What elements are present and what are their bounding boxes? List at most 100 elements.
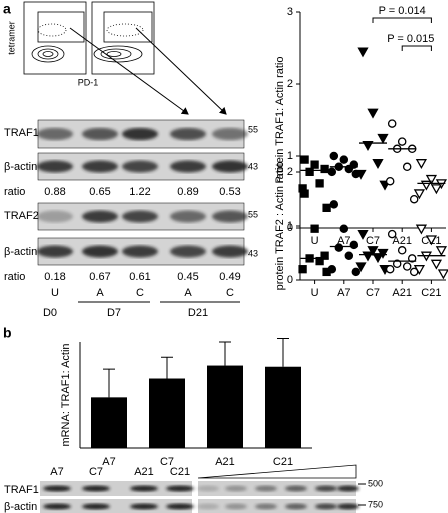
point [397,137,407,146]
x-tick-label: C21 [421,287,441,299]
blot-band [122,127,158,141]
ratio-value: 0.61 [129,271,150,283]
flow-plots [23,1,155,75]
y-tick-label: 1 [287,220,293,232]
point [355,169,367,180]
point [362,141,374,152]
arrow [135,27,227,115]
blot-band [212,245,248,258]
panel-label: b [3,325,12,341]
blot-band [212,127,248,141]
error-bar [161,356,173,379]
point [372,253,384,264]
point [435,246,448,257]
point [409,194,419,204]
mw-marker: 55 [248,209,258,219]
ratio-value: 0.67 [89,271,110,283]
point [310,224,319,233]
day-label: D0 [43,307,57,319]
gel-strip [40,481,192,496]
point [437,269,448,280]
point [430,259,443,270]
point [322,203,331,212]
x-tick-label: C21 [273,456,293,468]
point [407,254,417,263]
point [430,184,443,195]
error-bar [219,341,231,366]
bp-marker: 750 [368,499,383,509]
significance-bracket [372,17,432,23]
point [349,240,359,250]
lane-label: U [51,287,59,299]
y-axis-label: mRNA: TRAF1: Actin [60,343,72,446]
x-tick-label: C7 [366,235,380,247]
lane-label: C [136,287,144,299]
gel-band [225,503,247,510]
point [402,162,412,172]
bar [265,366,301,448]
blot-band [212,160,248,173]
x-tick-label: A7 [337,287,350,299]
point [397,246,407,255]
ratio-label: ratio [4,271,25,283]
flow-y-label: tetramer [6,21,16,55]
point [385,176,395,186]
y-tick-label: 2 [287,166,293,178]
point [344,251,354,260]
gel-band [255,485,277,492]
gel-band [255,503,277,510]
y-tick-label: 0 [287,222,293,234]
flow-x-label: PD-1 [78,77,99,87]
blot-band [122,210,158,223]
error-bar [277,337,289,367]
blot-band [82,210,118,223]
bar [91,397,127,448]
gel-band [225,485,247,492]
y-tick-label: 3 [287,6,293,18]
lane-label: A [96,287,104,299]
panel-label: a [3,1,11,17]
gel-band [315,485,337,492]
gel-row-label: β-actin [4,501,37,513]
point [357,229,369,240]
point [334,243,344,252]
gradient-triangle [197,464,357,479]
bp-marker: 500 [368,478,383,488]
point [420,180,433,191]
point [387,119,397,128]
point [329,151,339,161]
gel-lane-label: A21 [134,466,154,478]
point [415,159,428,170]
blot-band [170,127,206,141]
gel-band [130,503,158,510]
gel-band [337,485,359,492]
ratio-value: 0.65 [89,186,110,198]
gel-band [197,485,219,492]
gel-band [82,503,110,510]
point [355,262,367,273]
blot-band [122,245,158,258]
gel-strip [40,499,192,513]
gel-band [43,503,71,510]
point [351,267,361,277]
point [327,264,337,274]
blot-band [82,160,118,173]
point [315,179,324,188]
p-value: P = 0.015 [387,33,434,45]
point [298,265,307,274]
x-tick-label: A21 [392,287,412,299]
gel-band [166,503,194,510]
ratio-value: 0.18 [44,271,65,283]
gel-band [130,485,158,492]
blot-label: TRAF1 [4,127,39,139]
significance-bracket [401,45,432,51]
gel-band [166,485,194,492]
gel-lane-label: A7 [50,466,63,478]
day-label: D21 [188,307,208,319]
blot-band [170,245,206,258]
y-axis-label: Protein TRAF1: Actin ratio [274,57,286,184]
point [305,167,314,176]
point [320,164,329,174]
point [413,265,426,276]
point [402,262,412,271]
